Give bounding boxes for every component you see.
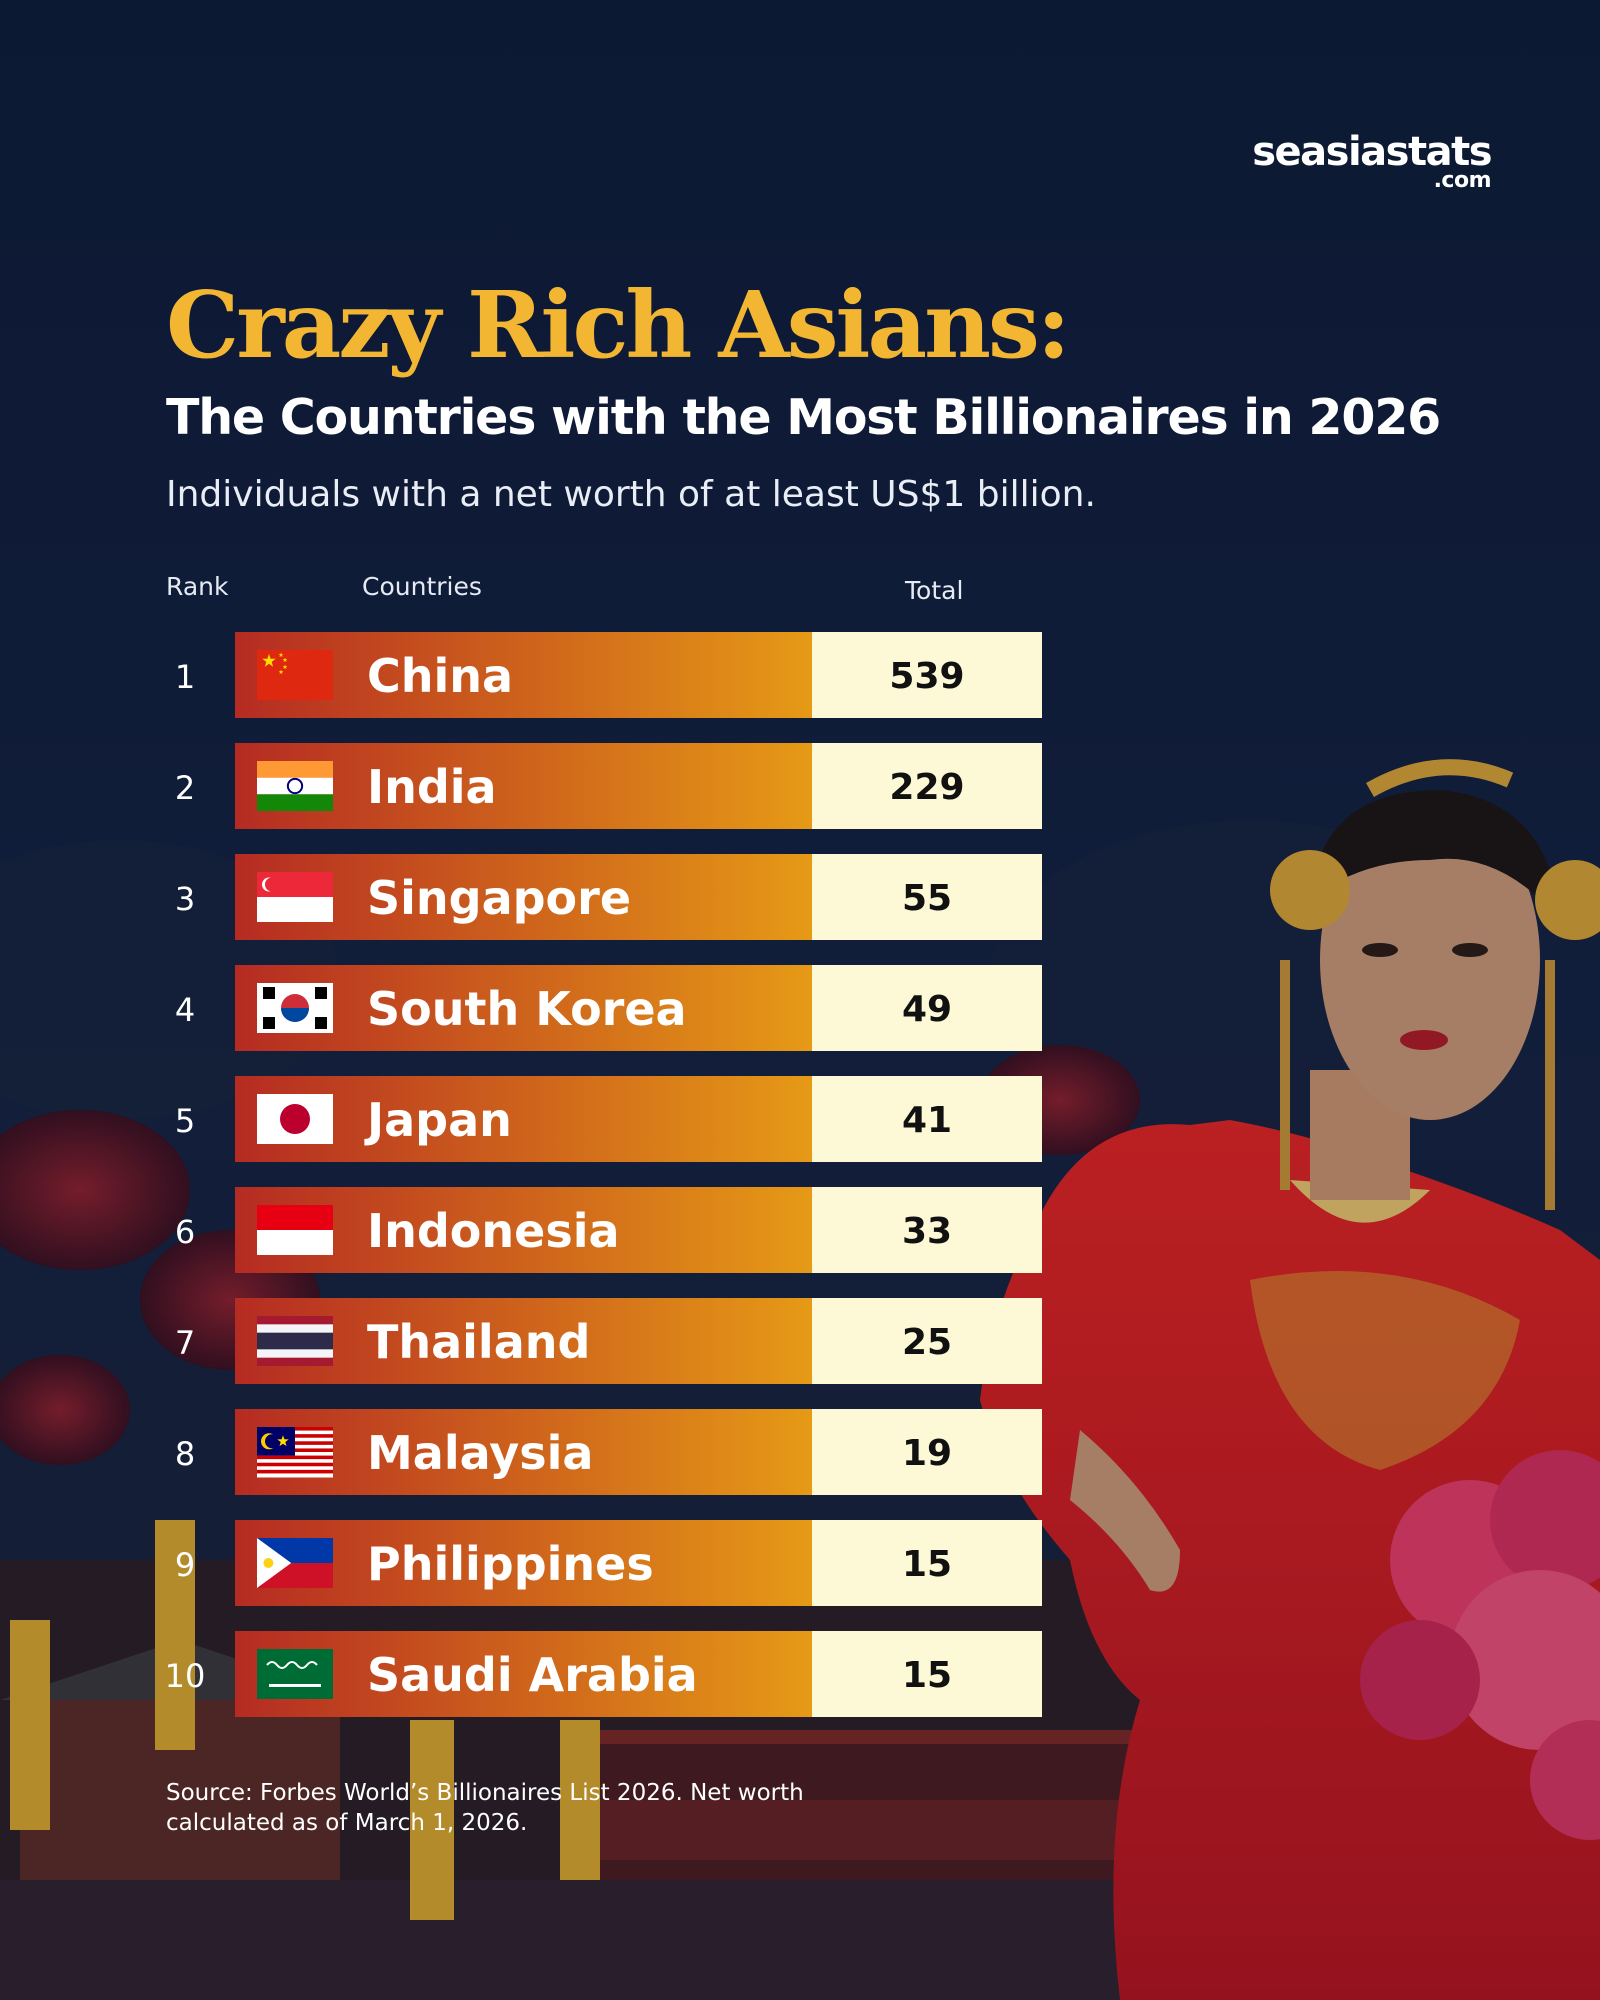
total-value: 41	[902, 1100, 952, 1141]
column-header-rank: Rank	[166, 572, 229, 601]
total-cell	[812, 854, 1042, 940]
table-row: 6 Indonesia 33	[175, 1187, 1042, 1273]
rank-label: 2	[175, 769, 195, 807]
china-flag-icon	[257, 650, 333, 700]
country-label: Philippines	[367, 1537, 654, 1591]
country-label: Singapore	[367, 871, 631, 925]
total-value: 15	[902, 1544, 952, 1585]
singapore-flag-icon	[257, 872, 333, 922]
rank-label: 5	[175, 1102, 195, 1140]
total-value: 49	[902, 989, 952, 1030]
column-header-countries: Countries	[362, 572, 482, 601]
table-row: 7 Thailand 25	[175, 1298, 1042, 1384]
rank-label: 7	[175, 1324, 195, 1362]
table-row: 1 China 539	[175, 632, 1042, 718]
total-value: 15	[902, 1655, 952, 1696]
total-cell	[812, 1076, 1042, 1162]
rank-label: 6	[175, 1213, 195, 1251]
table-row: 5 Japan 41	[175, 1076, 1042, 1162]
total-cell	[812, 1631, 1042, 1717]
total-cell	[812, 965, 1042, 1051]
table-row: 2 India 229	[175, 743, 1042, 829]
woman-figure	[980, 759, 1600, 2000]
chart-description: Individuals with a net worth of at least…	[166, 474, 1096, 515]
chart-title: Crazy Rich Asians:	[166, 271, 1071, 379]
total-cell	[812, 1520, 1042, 1606]
brand-logo: seasiastats .com	[1252, 129, 1492, 193]
chart-subtitle: The Countries with the Most Billionaires…	[166, 389, 1441, 446]
total-value: 539	[889, 656, 964, 697]
total-value: 229	[889, 767, 964, 808]
column-header-total: Total	[905, 576, 964, 605]
country-label: Malaysia	[367, 1426, 593, 1480]
country-label: Saudi Arabia	[367, 1648, 698, 1702]
total-cell	[812, 1187, 1042, 1273]
country-label: Thailand	[367, 1315, 590, 1369]
country-label: Japan	[364, 1093, 512, 1147]
total-cell	[812, 1409, 1042, 1495]
table-row: 4 South Korea 49	[175, 965, 1042, 1051]
rank-label: 4	[175, 991, 195, 1029]
source-note: Source: Forbes World’s Billionaires List…	[166, 1780, 804, 1836]
total-value: 19	[902, 1433, 952, 1474]
country-label: China	[367, 649, 513, 703]
japan-flag-icon	[257, 1094, 333, 1144]
country-label: India	[367, 760, 497, 814]
rank-label: 10	[165, 1657, 206, 1695]
table-row: 3 Singapore 55	[175, 854, 1042, 940]
total-cell	[812, 632, 1042, 718]
indonesia-flag-icon	[257, 1205, 333, 1255]
rank-label: 8	[175, 1435, 195, 1473]
country-label: South Korea	[367, 982, 687, 1036]
total-cell	[812, 743, 1042, 829]
country-label: Indonesia	[367, 1204, 620, 1258]
temple-building	[0, 1520, 1220, 2000]
brand-name: seasiastats	[1252, 129, 1492, 175]
saudi-arabia-flag-icon	[257, 1649, 333, 1699]
brand-suffix: .com	[1433, 168, 1492, 193]
india-flag-icon	[257, 761, 333, 811]
total-value: 25	[902, 1322, 952, 1363]
south-korea-flag-icon	[257, 983, 333, 1033]
total-cell	[812, 1298, 1042, 1384]
philippines-flag-icon	[257, 1538, 333, 1588]
thailand-flag-icon	[257, 1316, 333, 1366]
total-value: 55	[902, 878, 952, 919]
rank-label: 3	[175, 880, 195, 918]
total-value: 33	[902, 1211, 952, 1252]
table-row: 10 Saudi Arabia 15	[165, 1631, 1042, 1717]
rank-label: 9	[175, 1546, 195, 1584]
table-row: 8 Malaysia 19	[175, 1409, 1042, 1495]
rank-label: 1	[175, 658, 195, 696]
malaysia-flag-icon	[257, 1427, 333, 1478]
table-row: 9 Philippines 15	[175, 1520, 1042, 1606]
